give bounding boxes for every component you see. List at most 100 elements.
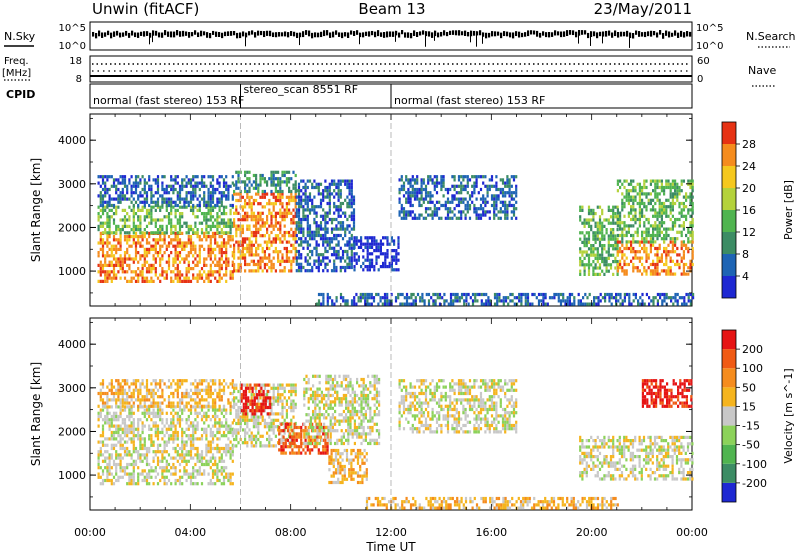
heatmap-cell [390, 249, 393, 253]
heatmap-cell [462, 184, 465, 188]
heatmap-cell [488, 178, 491, 182]
heatmap-cell [152, 205, 155, 209]
heatmap-cell [257, 221, 260, 225]
heatmap-cell [623, 296, 626, 300]
heatmap-cell [656, 195, 659, 199]
heatmap-cell [141, 205, 144, 209]
heatmap-cell [504, 210, 507, 214]
heatmap-cell [665, 262, 668, 267]
heatmap-cell [150, 404, 153, 408]
heatmap-cell [586, 296, 589, 300]
heatmap-cell [689, 214, 692, 218]
heatmap-cell [137, 424, 140, 428]
heatmap-cell [493, 213, 496, 217]
heatmap-cell [346, 256, 349, 260]
heatmap-cell [638, 189, 641, 193]
heatmap-cell [220, 434, 223, 438]
heatmap-cell [209, 224, 212, 228]
heatmap-cell [268, 253, 271, 257]
heatmap-cell [263, 221, 266, 225]
heatmap-cell [145, 276, 149, 280]
heatmap-cell [435, 175, 439, 179]
heatmap-cell [185, 257, 188, 261]
heatmap-cell [609, 263, 613, 267]
heatmap-cell [231, 203, 234, 208]
heatmap-cell [660, 208, 663, 212]
heatmap-cell [304, 189, 307, 193]
heatmap-cell [596, 205, 599, 209]
heatmap-cell [192, 244, 195, 248]
heatmap-cell [344, 302, 347, 306]
heatmap-cell [218, 279, 221, 283]
heatmap-cell [596, 266, 599, 270]
heatmap-cell [200, 184, 204, 188]
heatmap-cell [170, 437, 173, 441]
heatmap-cell [634, 256, 637, 260]
heatmap-cell [573, 299, 576, 303]
heatmap-cell [192, 276, 195, 280]
heatmap-cell [222, 212, 226, 216]
heatmap-cell [185, 244, 188, 248]
heatmap-cell [246, 227, 249, 231]
heatmap-cell [139, 391, 142, 396]
heatmap-cell [178, 456, 182, 460]
heatmap-cell [112, 212, 116, 216]
heatmap-cell [126, 238, 129, 242]
heatmap-cell [183, 178, 186, 182]
heatmap-cell [150, 215, 153, 219]
heatmap-cell [623, 205, 626, 209]
heatmap-cell [579, 247, 582, 251]
heatmap-cell [97, 391, 100, 396]
heatmap-cell [194, 427, 197, 431]
heatmap-cell [211, 437, 215, 441]
heatmap-cell [614, 256, 617, 260]
heatmap-cell [130, 424, 133, 428]
heatmap-cell [512, 178, 516, 182]
heatmap-cell [185, 205, 188, 209]
heatmap-cell [281, 192, 284, 196]
heatmap-cell [214, 224, 217, 228]
heatmap-cell [123, 379, 127, 383]
heatmap-cell [211, 187, 215, 192]
heatmap-cell [233, 189, 236, 194]
heatmap-cell [200, 276, 204, 280]
heatmap-cell [411, 194, 414, 198]
heatmap-cell [178, 224, 182, 228]
heatmap-cell [295, 214, 298, 218]
heatmap-cell [348, 179, 351, 183]
heatmap-cell [308, 179, 312, 183]
heatmap-cell [669, 192, 672, 196]
heatmap-cell [198, 405, 201, 409]
heatmap-cell [337, 214, 340, 218]
heatmap-cell [304, 195, 307, 199]
heatmap-cell [163, 469, 166, 473]
heatmap-cell [285, 230, 288, 235]
heatmap-cell [252, 202, 255, 206]
heatmap-cell [409, 178, 412, 182]
heatmap-cell [222, 251, 226, 255]
heatmap-cell [669, 185, 672, 190]
heatmap-cell [244, 186, 247, 190]
heatmap-cell [192, 175, 195, 179]
heatmap-cell [241, 218, 244, 222]
heatmap-cell [614, 266, 617, 270]
heatmap-cell [274, 218, 277, 222]
heatmap-cell [471, 184, 474, 188]
heatmap-cell [405, 197, 408, 201]
heatmap-cell [339, 195, 342, 199]
heatmap-cell [285, 202, 288, 206]
cpid-segment-label: normal (fast stereo) 153 RF [93, 94, 244, 107]
heatmap-cell [319, 198, 323, 202]
heatmap-cell [645, 256, 648, 260]
heatmap-cell [119, 424, 122, 428]
heatmap-cell [112, 235, 116, 239]
heatmap-cell [200, 434, 204, 438]
heatmap-cell [227, 221, 230, 225]
heatmap-cell [471, 292, 475, 297]
freq-label: Freq. [4, 56, 29, 67]
heatmap-cell [163, 478, 166, 483]
heatmap-cell [106, 200, 109, 204]
heatmap-cell [272, 214, 275, 219]
heatmap-cell [176, 254, 179, 258]
heatmap-cell [112, 398, 116, 402]
